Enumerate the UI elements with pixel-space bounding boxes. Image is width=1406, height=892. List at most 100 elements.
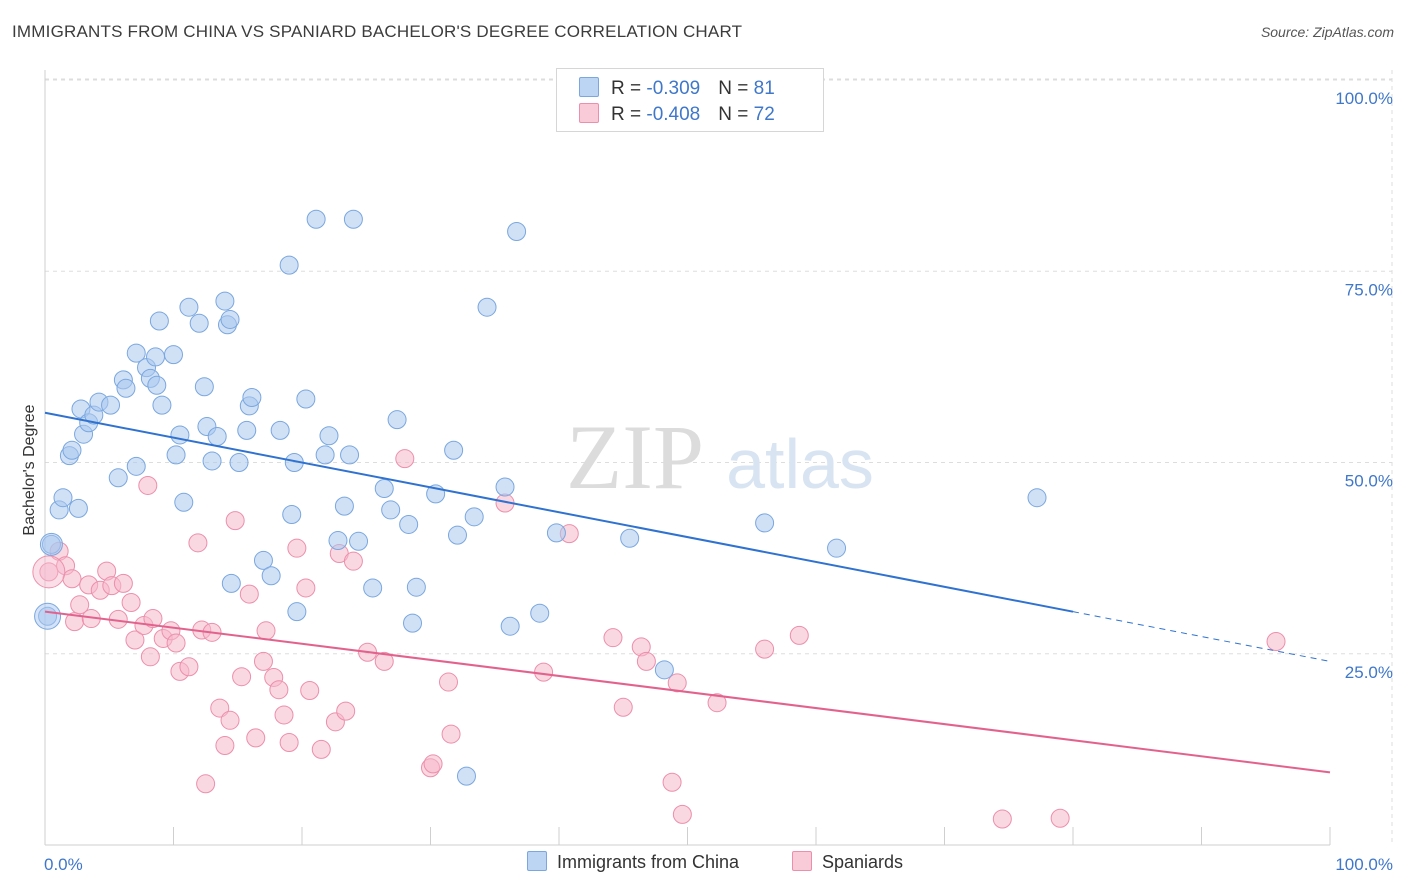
gridlines	[45, 70, 1393, 845]
bottom-legend-china: Immigrants from China	[527, 851, 739, 873]
spain-point	[232, 667, 252, 687]
legend-n-label: N =	[718, 104, 754, 125]
legend-n-value-spain: 72	[753, 104, 775, 125]
china-point	[164, 345, 183, 365]
spain-point	[279, 732, 299, 752]
spain-point	[441, 724, 461, 744]
spain-point	[336, 701, 356, 721]
china-point	[507, 221, 527, 241]
watermark-atlas: atlas	[726, 425, 874, 503]
axes	[44, 70, 1331, 846]
spain-point	[287, 538, 307, 558]
legend-row-china: R = -0.309 N = 81	[579, 77, 775, 99]
china-point	[202, 451, 222, 471]
spain-point	[225, 511, 245, 531]
spain-point	[121, 592, 141, 612]
spain-point	[603, 628, 623, 648]
china-point	[381, 500, 401, 520]
china-point	[261, 566, 281, 586]
china-point	[207, 426, 227, 446]
spain-point	[662, 772, 682, 792]
bottom-legend-swatch-spain	[792, 851, 812, 871]
china-point	[126, 456, 146, 476]
tick-labels: 25.0% 50.0% 75.0% 100.0% 0.0% 100.0%	[44, 89, 1393, 874]
spain-point	[707, 693, 727, 713]
china-point	[279, 255, 299, 275]
china-point	[654, 660, 674, 680]
spain-point	[789, 625, 809, 645]
spain-point	[253, 651, 273, 671]
spain-points	[32, 449, 1286, 829]
y-tick-label: 100.0%	[1335, 89, 1393, 108]
bottom-legend-label-spain: Spaniards	[822, 852, 904, 872]
china-point	[116, 378, 136, 398]
spain-point	[62, 569, 82, 589]
spain-point	[613, 697, 633, 717]
china-point	[399, 514, 419, 534]
spain-point	[274, 705, 294, 725]
china-point	[334, 496, 354, 516]
y-tick-label: 50.0%	[1345, 472, 1393, 491]
china-point	[146, 347, 166, 367]
china-point	[406, 577, 426, 597]
legend-r-value-china: -0.309	[646, 78, 701, 99]
china-point	[282, 505, 302, 525]
legend-swatch-china	[579, 77, 599, 97]
bottom-legend-swatch-china	[527, 851, 547, 871]
china-point	[363, 578, 383, 598]
china-point	[221, 573, 241, 593]
spain-point	[311, 739, 331, 759]
china-point	[179, 297, 199, 317]
chart-title: IMMIGRANTS FROM CHINA VS SPANIARD BACHEL…	[12, 22, 743, 41]
spain-point	[296, 578, 316, 598]
legend-r-label: R =	[611, 104, 647, 125]
china-point	[755, 513, 775, 533]
china-point	[229, 453, 249, 472]
china-point	[62, 440, 82, 460]
legend-n-label: N =	[718, 78, 754, 99]
y-axis-label: Bachelor's Degree	[21, 404, 38, 535]
china-point	[170, 425, 190, 445]
legend-r-label: R =	[611, 78, 647, 99]
china-point	[152, 395, 172, 415]
spain-point	[188, 533, 208, 553]
china-point	[166, 445, 186, 465]
x-tick-label-max: 100.0%	[1335, 855, 1393, 874]
china-point	[340, 445, 360, 465]
china-point	[253, 550, 273, 570]
china-point	[108, 468, 128, 488]
china-point	[220, 309, 240, 329]
spain-point	[438, 672, 458, 692]
chart-source: Source: ZipAtlas.com	[1260, 24, 1394, 40]
china-point	[620, 528, 640, 548]
spain-point	[39, 562, 59, 582]
spain-point	[246, 728, 266, 748]
china-point	[349, 531, 369, 551]
china-point	[546, 523, 566, 543]
watermark-zip: ZIP	[566, 406, 704, 508]
china-point	[242, 387, 262, 407]
spain-point	[1266, 632, 1286, 652]
china-points	[34, 209, 1047, 786]
y-tick-label: 75.0%	[1345, 280, 1393, 299]
china-point	[270, 420, 290, 440]
china-point	[530, 603, 550, 623]
x-tick-label-min: 0.0%	[44, 855, 83, 874]
china-point	[495, 477, 515, 497]
china-point	[296, 389, 316, 409]
china-point	[189, 313, 209, 333]
china-point	[306, 209, 326, 229]
china-point	[126, 343, 146, 363]
china-point-cluster	[39, 532, 63, 556]
bottom-legend-label-china: Immigrants from China	[557, 852, 740, 872]
china-point	[374, 479, 394, 499]
china-point	[387, 410, 407, 430]
china-point	[174, 492, 194, 512]
spain-point	[196, 774, 216, 794]
y-tick-label: 25.0%	[1345, 663, 1393, 682]
china-point	[444, 440, 464, 460]
spain-point	[215, 736, 235, 756]
spain-point	[672, 804, 692, 824]
spain-point	[125, 630, 145, 650]
spain-point	[992, 809, 1012, 829]
